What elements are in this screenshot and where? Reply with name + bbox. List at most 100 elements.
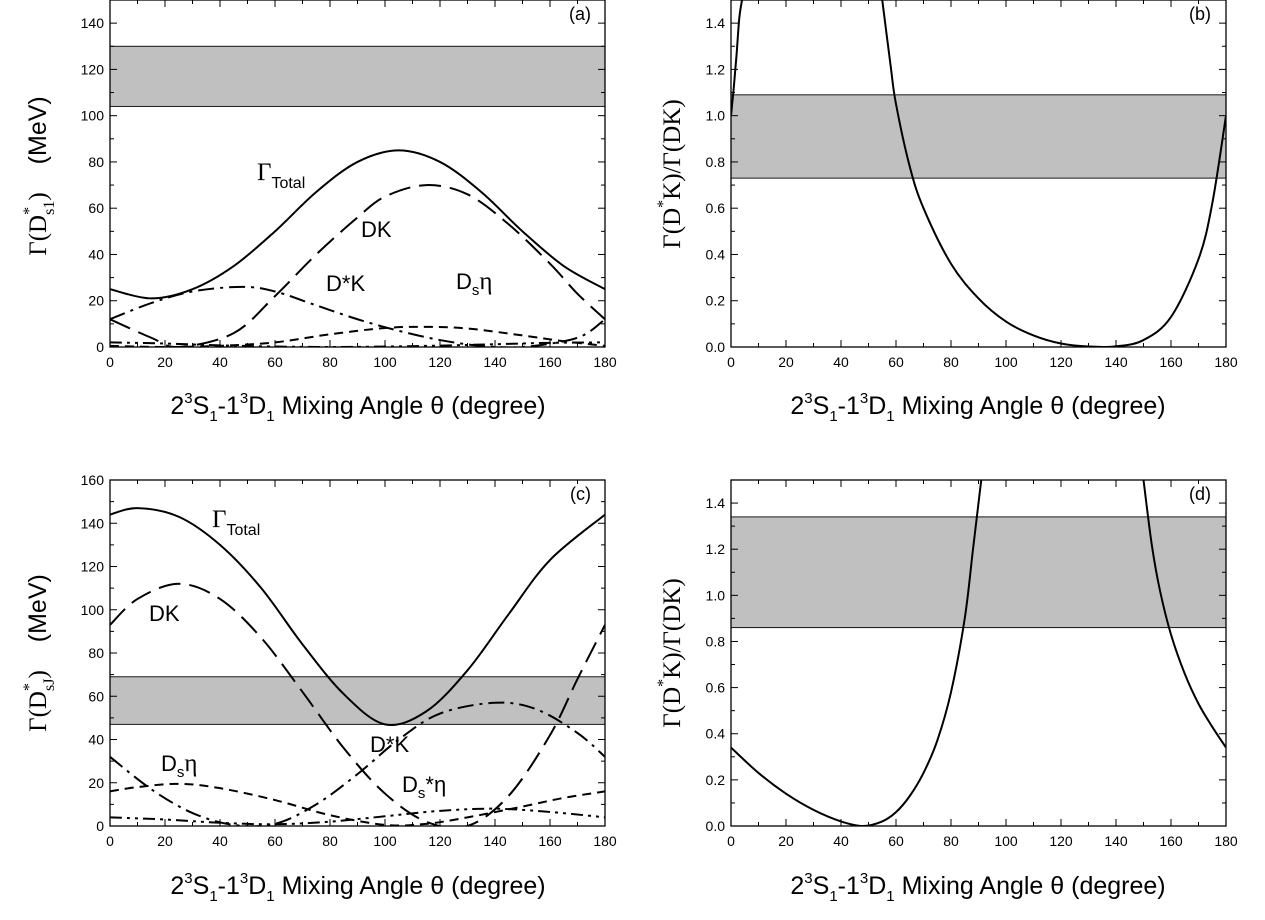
panel-c-annotation-dstark: D*K xyxy=(370,732,409,757)
panel-d-band-layer xyxy=(730,516,1227,629)
y-tick-label: 60 xyxy=(88,688,104,704)
x-tick-label: 20 xyxy=(778,833,794,849)
y-tick-label: 1.2 xyxy=(706,541,726,557)
panel-c-series-d-k xyxy=(110,701,605,826)
x-tick-label: 140 xyxy=(1104,833,1128,849)
panel-c-band xyxy=(109,676,606,725)
panel-d-series-ratio-right xyxy=(1142,480,1226,749)
panel-b-frame xyxy=(730,0,1227,348)
panel-a-ylabel: Γ(D* s1)(MeV) xyxy=(21,96,58,255)
panel-a-band-layer xyxy=(109,45,606,107)
x-tick-label: 40 xyxy=(212,833,228,849)
panel-a-annotation-dseta: Dsη xyxy=(456,268,492,299)
panel-a-band xyxy=(109,45,606,107)
x-tick-label: 140 xyxy=(483,833,507,849)
y-tick-label: 1.2 xyxy=(706,61,726,77)
x-tick-label: 160 xyxy=(1159,354,1183,370)
x-tick-label: 180 xyxy=(593,354,617,370)
y-tick-label: 0.2 xyxy=(706,293,726,309)
panel-a-series--total xyxy=(110,149,605,300)
panel-d-xlabel: 23S1-13D1 Mixing Angle θ (degree) xyxy=(790,870,1165,905)
y-tick-label: 100 xyxy=(81,602,105,618)
x-tick-label: 60 xyxy=(888,354,904,370)
panel-b-band xyxy=(730,94,1227,179)
y-tick-label: 20 xyxy=(88,293,104,309)
panel-a-series-layer xyxy=(110,149,605,347)
panel-b-series-ratio-left xyxy=(731,0,743,116)
panel-c: 0 20 40 60 80 100 120 140 160 180 0 20 40 60 80 100 120 1… xyxy=(21,472,617,905)
panel-b: 0 20 40 60 80 100 120 140 160 180 0.0 0.2 0.4 0.6 0.8 1… xyxy=(655,0,1238,425)
x-tick-label: 20 xyxy=(157,833,173,849)
panel-c-frame xyxy=(109,479,606,827)
x-tick-label: 180 xyxy=(1214,354,1238,370)
panel-b-band-layer xyxy=(730,94,1227,179)
y-tick-label: 0 xyxy=(96,818,104,834)
panel-a-xlabel: 23S1-13D1 Mixing Angle θ (degree) xyxy=(170,390,545,425)
y-tick-label: 120 xyxy=(81,61,105,77)
y-tick-label: 0 xyxy=(96,339,104,355)
panel-a-annotation-total: ΓTotal xyxy=(257,159,305,192)
y-tick-label: 140 xyxy=(81,515,105,531)
x-tick-label: 0 xyxy=(106,354,114,370)
x-tick-label: 160 xyxy=(1159,833,1183,849)
x-tick-label: 0 xyxy=(727,354,735,370)
y-tick-label: 0.4 xyxy=(706,246,726,262)
x-tick-label: 80 xyxy=(943,354,959,370)
y-tick-label: 1.0 xyxy=(706,587,726,603)
panel-c-series-layer xyxy=(110,507,605,826)
y-tick-label: 0.6 xyxy=(706,680,726,696)
x-tick-label: 100 xyxy=(994,833,1018,849)
panel-d-frame xyxy=(730,479,1227,827)
x-tick-label: 60 xyxy=(888,833,904,849)
x-tick-label: 100 xyxy=(373,354,397,370)
y-tick-label: 1.0 xyxy=(706,108,726,124)
y-tick-label: 100 xyxy=(81,108,105,124)
panel-b-ticks-layer: 0 20 40 60 80 100 120 140 160 180 0.0 0.2 0.4 0.6 0.8 1… xyxy=(706,0,1238,370)
y-tick-label: 20 xyxy=(88,775,104,791)
x-tick-label: 160 xyxy=(538,354,562,370)
panel-c-tag: (c) xyxy=(570,484,591,504)
panel-c-annotation-dseta: Dsη xyxy=(161,750,197,781)
panel-c-ylabel: Γ(D* sJ)(MeV) xyxy=(21,574,58,732)
y-tick-label: 80 xyxy=(88,645,104,661)
y-tick-label: 140 xyxy=(81,15,105,31)
x-tick-label: 20 xyxy=(157,354,173,370)
panel-b-ylabel: Γ(D*K)/Γ(DK) xyxy=(655,99,686,248)
x-tick-label: 0 xyxy=(727,833,735,849)
y-tick-label: 1.4 xyxy=(706,495,726,511)
y-tick-label: 0.4 xyxy=(706,726,726,742)
panel-c-series-ds- xyxy=(110,782,605,826)
panel-d-series-ratio-left xyxy=(731,480,983,826)
panel-b-series-ratio-main xyxy=(881,0,1226,347)
y-tick-label: 40 xyxy=(88,246,104,262)
y-tick-label: 1.4 xyxy=(706,15,726,31)
x-tick-label: 40 xyxy=(833,354,849,370)
y-tick-label: 0.8 xyxy=(706,633,726,649)
x-tick-label: 120 xyxy=(1049,833,1073,849)
panel-c-band-layer xyxy=(109,676,606,725)
y-tick-label: 80 xyxy=(88,154,104,170)
x-tick-label: 140 xyxy=(483,354,507,370)
x-tick-label: 120 xyxy=(1049,354,1073,370)
y-tick-label: 0.0 xyxy=(706,339,726,355)
x-tick-label: 100 xyxy=(994,354,1018,370)
x-tick-label: 80 xyxy=(943,833,959,849)
y-tick-label: 0.0 xyxy=(706,818,726,834)
panel-b-tag: (b) xyxy=(1189,4,1211,24)
x-tick-label: 140 xyxy=(1104,354,1128,370)
panel-c-series-ds- xyxy=(110,807,605,826)
panel-a-annotation-dk: DK xyxy=(361,217,392,242)
panel-d-band xyxy=(730,516,1227,629)
panel-a-series-dk xyxy=(110,184,605,347)
x-tick-label: 80 xyxy=(322,354,338,370)
x-tick-label: 40 xyxy=(833,833,849,849)
x-tick-label: 80 xyxy=(322,833,338,849)
x-tick-label: 160 xyxy=(538,833,562,849)
panel-d-ylabel: Γ(D*K)/Γ(DK) xyxy=(655,578,686,727)
y-tick-label: 60 xyxy=(88,200,104,216)
x-tick-label: 60 xyxy=(267,833,283,849)
panel-a-tag: (a) xyxy=(569,4,591,24)
panel-c-series--total xyxy=(110,507,605,727)
panel-d-tag: (d) xyxy=(1189,484,1211,504)
x-tick-label: 60 xyxy=(267,354,283,370)
